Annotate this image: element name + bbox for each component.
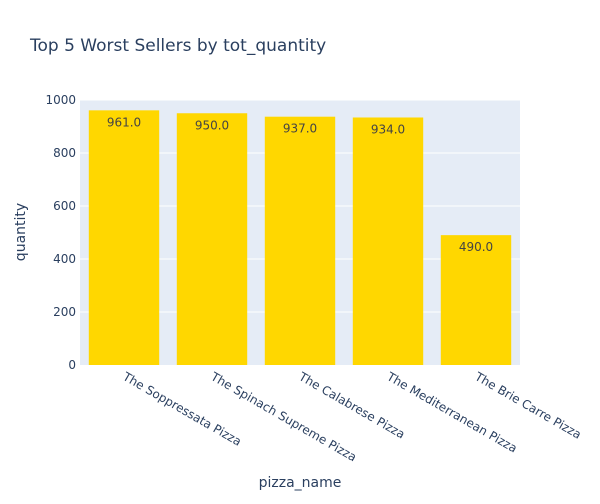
bar xyxy=(352,117,424,366)
data-label: 961.0 xyxy=(107,115,141,129)
chart-title: Top 5 Worst Sellers by tot_quantity xyxy=(29,36,326,56)
y-tick-label: 400 xyxy=(53,252,76,266)
y-tick-label: 600 xyxy=(53,199,76,213)
bar xyxy=(176,113,248,365)
y-tick-label: 800 xyxy=(53,146,76,160)
bars xyxy=(88,110,512,366)
data-label: 934.0 xyxy=(371,122,405,136)
bar xyxy=(88,110,160,366)
data-labels: 961.0 950.0 937.0 934.0 490.0 xyxy=(107,115,493,254)
data-label: 950.0 xyxy=(195,118,229,132)
bar xyxy=(264,116,336,365)
y-axis-ticks: 0 200 400 600 800 1000 xyxy=(45,93,76,372)
data-label: 937.0 xyxy=(283,122,317,136)
x-axis-title: pizza_name xyxy=(259,475,342,491)
bar xyxy=(440,235,512,365)
y-tick-label: 200 xyxy=(53,305,76,319)
y-axis-title: quantity xyxy=(13,203,29,261)
y-tick-label: 0 xyxy=(68,358,76,372)
x-tick-label: The Spinach Supreme Pizza xyxy=(208,369,359,464)
data-label: 490.0 xyxy=(459,240,493,254)
y-tick-label: 1000 xyxy=(45,93,76,107)
